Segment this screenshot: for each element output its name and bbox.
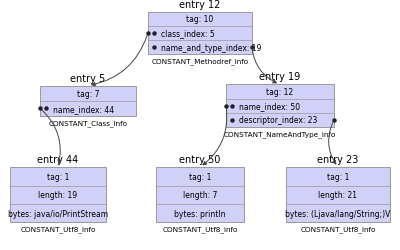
Text: CONSTANT_Utf8_info: CONSTANT_Utf8_info: [20, 226, 96, 232]
FancyBboxPatch shape: [286, 168, 390, 222]
Text: tag: 1: tag: 1: [47, 172, 69, 181]
FancyBboxPatch shape: [156, 168, 244, 222]
FancyBboxPatch shape: [10, 168, 106, 222]
Text: tag: 1: tag: 1: [327, 172, 349, 181]
Text: length: 21: length: 21: [318, 190, 358, 200]
Text: entry 23: entry 23: [317, 154, 359, 164]
Text: CONSTANT_Utf8_info: CONSTANT_Utf8_info: [300, 226, 376, 232]
Text: tag: 1: tag: 1: [189, 172, 211, 181]
Text: tag: 7: tag: 7: [77, 89, 99, 98]
Text: length: 7: length: 7: [183, 190, 217, 200]
Text: CONSTANT_NameAndType_info: CONSTANT_NameAndType_info: [224, 131, 336, 138]
Text: class_index: 5: class_index: 5: [161, 29, 214, 38]
FancyBboxPatch shape: [148, 12, 252, 55]
Text: CONSTANT_Methodref_info: CONSTANT_Methodref_info: [152, 58, 248, 65]
Text: entry 50: entry 50: [179, 154, 221, 164]
Text: entry 19: entry 19: [259, 72, 301, 82]
Text: tag: 10: tag: 10: [186, 15, 214, 24]
Text: name_and_type_index: 19: name_and_type_index: 19: [161, 44, 261, 52]
Text: length: 19: length: 19: [38, 190, 78, 200]
Text: entry 12: entry 12: [179, 0, 221, 10]
Text: bytes: println: bytes: println: [174, 209, 226, 218]
Text: bytes: (Ljava/lang/String;)V: bytes: (Ljava/lang/String;)V: [285, 209, 391, 218]
FancyBboxPatch shape: [226, 85, 334, 128]
Text: tag: 12: tag: 12: [266, 88, 294, 96]
Text: name_index: 50: name_index: 50: [239, 102, 300, 111]
FancyBboxPatch shape: [40, 86, 136, 116]
Text: entry 5: entry 5: [70, 73, 106, 83]
Text: CONSTANT_Utf8_info: CONSTANT_Utf8_info: [162, 226, 238, 232]
Text: bytes: java/io/PrintStream: bytes: java/io/PrintStream: [8, 209, 108, 218]
Text: CONSTANT_Class_info: CONSTANT_Class_info: [48, 120, 128, 126]
Text: name_index: 44: name_index: 44: [53, 104, 114, 113]
Text: descriptor_index: 23: descriptor_index: 23: [239, 116, 317, 125]
Text: entry 44: entry 44: [37, 154, 79, 164]
